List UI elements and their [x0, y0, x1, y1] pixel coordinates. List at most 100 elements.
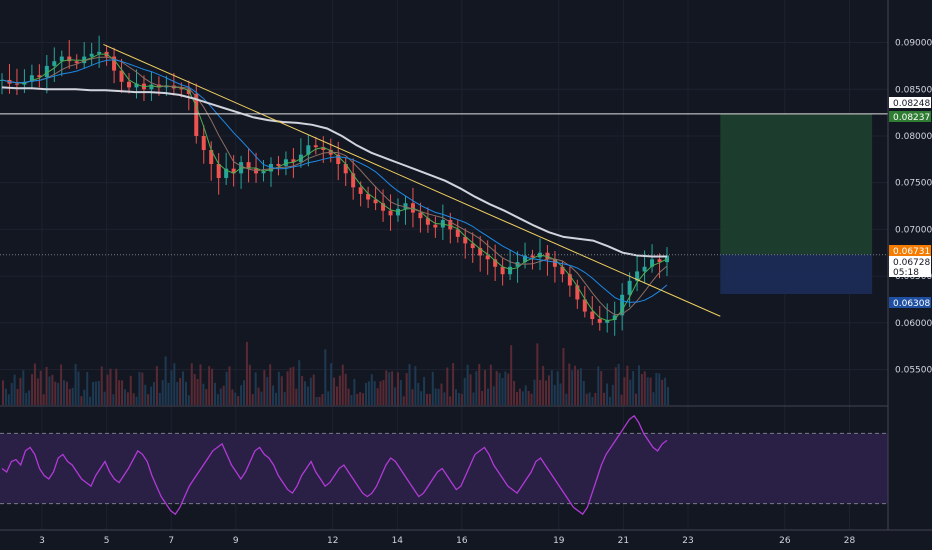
candle-body: [425, 218, 430, 225]
candle-body: [448, 220, 453, 230]
volume-bar: [213, 382, 216, 405]
volume-bar: [10, 383, 13, 405]
volume-bar: [121, 380, 124, 405]
time-tick-label: 3: [39, 536, 45, 546]
volume-bar: [321, 393, 324, 405]
volume-bar: [629, 379, 632, 405]
rsi-panel: 80.0060.0040.0020.00: [0, 412, 921, 527]
volume-bar: [542, 366, 545, 405]
volume-bar: [640, 373, 643, 405]
volume-bar: [373, 381, 376, 405]
volume-bar: [132, 393, 135, 405]
volume-bar: [504, 371, 507, 405]
volume-bar: [524, 385, 527, 405]
candle-body: [567, 274, 572, 286]
volume-bar: [92, 382, 95, 405]
candle-body: [29, 75, 34, 82]
price-tick-label: 0.06500: [895, 272, 932, 282]
volume-bar: [658, 373, 661, 405]
volume-bar: [478, 364, 481, 405]
volume-bar: [481, 391, 484, 405]
candle-body: [74, 61, 79, 64]
volume-bar: [274, 392, 277, 405]
candle-body: [59, 56, 64, 62]
volume-bar: [225, 371, 228, 405]
candles-layer: [0, 35, 669, 336]
volume-bar: [80, 396, 83, 405]
volume-bar: [388, 372, 391, 405]
price-label: 0.06728: [893, 258, 930, 268]
candle-body: [67, 56, 72, 62]
volume-bar: [414, 366, 417, 405]
trend-line: [103, 43, 721, 317]
volume-bar: [129, 375, 132, 405]
volume-bar: [362, 393, 365, 405]
volume-bar: [606, 383, 609, 405]
volume-bar: [22, 370, 25, 405]
volume-bar: [36, 378, 39, 405]
volume-bar: [304, 381, 307, 405]
price-axis: 0.09000 0.08500 0.08000 0.07500 0.07000 0.065…: [887, 0, 932, 550]
volume-bar: [176, 382, 179, 405]
volume-bar: [507, 373, 510, 405]
volume-bar: [620, 394, 623, 405]
volume-bar: [109, 368, 112, 405]
price-label-box: [889, 245, 931, 256]
volume-bar: [153, 382, 156, 405]
volume-bar: [309, 377, 312, 405]
volume-bar: [301, 376, 304, 405]
volume-bar: [184, 381, 187, 405]
volume-bar: [118, 380, 121, 405]
time-tick-label: 26: [779, 536, 791, 546]
candle-body: [149, 84, 154, 90]
profit-zone: [720, 113, 873, 255]
candle-body: [373, 199, 378, 204]
volume-bar: [463, 377, 466, 405]
volume-bar: [94, 381, 97, 405]
price-tick-label: 0.05500: [895, 366, 932, 376]
candle-body: [470, 243, 475, 249]
volume-bar: [103, 391, 106, 405]
volume-bar: [89, 396, 92, 405]
candle-body: [665, 255, 669, 263]
volume-bar: [327, 391, 330, 405]
volume-bar: [57, 382, 60, 405]
volume-bar: [243, 380, 246, 405]
price-label-box: [889, 111, 931, 122]
time-tick-label: 12: [327, 536, 338, 546]
rsi-band: [0, 433, 888, 504]
volume-bar: [518, 388, 521, 405]
volume-bar: [39, 370, 42, 405]
volume-bar: [254, 372, 257, 405]
volume-bar: [350, 395, 353, 405]
candle-body: [351, 173, 356, 188]
candle-body: [478, 248, 483, 256]
volume-bar: [193, 373, 196, 405]
volume-bar: [600, 371, 603, 405]
volume-bar: [417, 382, 420, 405]
volume-bar: [86, 371, 89, 405]
volume-bar: [324, 349, 327, 405]
candle-body: [246, 162, 251, 169]
volume-bar: [391, 371, 394, 405]
volume-bar: [364, 382, 367, 405]
candle-body: [179, 88, 184, 90]
volume-bar: [428, 393, 431, 405]
time-tick-label: 5: [104, 536, 110, 546]
volume-bar: [97, 381, 100, 405]
time-tick-label: 28: [844, 536, 856, 546]
volume-bar: [182, 371, 185, 405]
volume-bar: [158, 392, 161, 405]
position-tool: [720, 113, 873, 295]
time-tick-label: 16: [456, 536, 468, 546]
candle-body: [366, 193, 371, 200]
rsi-line: [1, 414, 668, 516]
volume-bar: [100, 366, 103, 405]
volume-bar: [594, 392, 597, 405]
volume-bar: [330, 363, 333, 405]
volume-bar: [65, 381, 68, 405]
volume-bar: [187, 395, 190, 405]
volume-bar: [655, 372, 658, 405]
